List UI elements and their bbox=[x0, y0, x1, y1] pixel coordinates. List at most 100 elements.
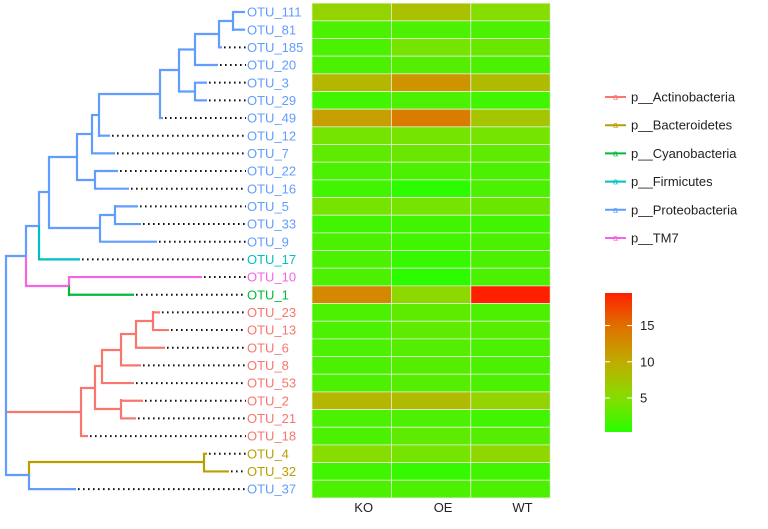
heatmap-cell bbox=[311, 126, 392, 145]
heatmap-cell bbox=[390, 267, 472, 287]
x-axis-labels: KO OE WT bbox=[354, 500, 532, 515]
legend-label: p__Cyanobacteria bbox=[631, 146, 737, 161]
heatmap-cell bbox=[470, 479, 551, 499]
legend-key-glyph: a bbox=[613, 233, 618, 243]
heatmap-cell bbox=[470, 73, 551, 92]
legend-label: p__Firmicutes bbox=[631, 174, 713, 189]
heatmap-cell bbox=[470, 267, 551, 287]
tip-label: OTU_9 bbox=[247, 234, 289, 249]
heatmap-cell bbox=[390, 356, 472, 375]
tip-label: OTU_16 bbox=[247, 181, 296, 196]
heatmap-cell bbox=[470, 409, 551, 428]
heatmap-cell bbox=[311, 462, 392, 481]
heatmap-cell bbox=[470, 320, 551, 340]
tip-label: OTU_111 bbox=[247, 5, 301, 20]
heatmap-cell bbox=[390, 108, 472, 128]
heatmap-cell bbox=[470, 197, 551, 216]
heatmap-cell bbox=[311, 285, 392, 304]
tip-label: OTU_33 bbox=[247, 217, 296, 232]
heatmap-cell bbox=[311, 73, 392, 92]
tip-label: OTU_185 bbox=[247, 40, 303, 55]
heatmap-cell bbox=[390, 444, 472, 463]
color-bar-legend: 5 10 15 bbox=[605, 293, 654, 432]
tip-label: OTU_10 bbox=[247, 270, 296, 285]
heatmap-cell bbox=[311, 55, 392, 75]
color-bar bbox=[605, 293, 632, 432]
legend-key-glyph: a bbox=[613, 177, 618, 187]
heatmap-cell bbox=[470, 444, 551, 463]
heatmap-cell bbox=[470, 250, 551, 269]
legend-item: a p__Firmicutes bbox=[605, 174, 713, 189]
heatmap-cell bbox=[470, 55, 551, 75]
heatmap-cell bbox=[390, 250, 472, 269]
tip-label: OTU_29 bbox=[247, 93, 296, 108]
color-bar-tick-label: 5 bbox=[640, 390, 647, 405]
x-axis-label: OE bbox=[434, 500, 453, 515]
tip-label: OTU_8 bbox=[247, 358, 289, 373]
heatmap-cell bbox=[311, 144, 392, 163]
heatmap-cell bbox=[311, 197, 392, 216]
tip-labels: OTU_111 OTU_81 OTU_185 OTU_20 OTU_3 OTU_29 OTU… bbox=[247, 5, 303, 497]
legend-key-glyph: a bbox=[613, 92, 618, 102]
heatmap-cell bbox=[390, 20, 472, 39]
heatmap-cell bbox=[311, 356, 392, 375]
heatmap-cell bbox=[390, 214, 472, 234]
heatmap-cell bbox=[470, 303, 551, 322]
tip-label: OTU_3 bbox=[247, 75, 289, 90]
tip-label: OTU_81 bbox=[247, 22, 296, 37]
tip-label: OTU_5 bbox=[247, 199, 289, 214]
heatmap-cell bbox=[311, 479, 392, 499]
heatmap-cell bbox=[470, 20, 551, 39]
heatmap-cell bbox=[470, 2, 551, 22]
heatmap-cell bbox=[390, 2, 472, 22]
heatmap-cell bbox=[311, 409, 392, 428]
heatmap-cell bbox=[390, 462, 472, 481]
heatmap-cell bbox=[311, 391, 392, 410]
heatmap-cell bbox=[470, 126, 551, 145]
heatmap-cell bbox=[470, 232, 551, 251]
heatmap-cell bbox=[470, 426, 551, 446]
heatmap-cell bbox=[390, 73, 472, 92]
heatmap-cell bbox=[311, 108, 392, 128]
tip-label: OTU_12 bbox=[247, 128, 296, 143]
color-bar-tick-label: 15 bbox=[640, 318, 654, 333]
heatmap-cell bbox=[311, 444, 392, 463]
heatmap-cell bbox=[311, 267, 392, 287]
heatmap-cell bbox=[390, 285, 472, 304]
x-axis-label: KO bbox=[354, 500, 373, 515]
heatmap-cell bbox=[390, 373, 472, 393]
x-axis-label: WT bbox=[512, 500, 532, 515]
heatmap-cell bbox=[390, 197, 472, 216]
heatmap-cell bbox=[470, 338, 551, 357]
heatmap-cell bbox=[311, 38, 392, 57]
heatmap-cell bbox=[390, 179, 472, 198]
heatmap-cell bbox=[470, 91, 551, 110]
heatmap-cell bbox=[311, 320, 392, 340]
heatmap-cell bbox=[470, 373, 551, 393]
heatmap-cell bbox=[311, 20, 392, 39]
heatmap-cell bbox=[390, 426, 472, 446]
heatmap-cell bbox=[470, 38, 551, 57]
tip-label: OTU_7 bbox=[247, 146, 289, 161]
legend-key-glyph: a bbox=[613, 148, 618, 158]
legend-item: a p__Bacteroidetes bbox=[605, 118, 733, 133]
heatmap-cell bbox=[390, 55, 472, 75]
heatmap-cell bbox=[311, 426, 392, 446]
heatmap-cell bbox=[470, 391, 551, 410]
heatmap-cell bbox=[311, 338, 392, 357]
tip-label: OTU_32 bbox=[247, 464, 296, 479]
tip-label: OTU_37 bbox=[247, 482, 296, 497]
heatmap-cell bbox=[470, 462, 551, 481]
heatmap-cell bbox=[390, 338, 472, 357]
legend-label: p__TM7 bbox=[631, 231, 679, 246]
heatmap-cell bbox=[311, 250, 392, 269]
tip-label: OTU_1 bbox=[247, 287, 289, 302]
heatmap-cell bbox=[390, 126, 472, 145]
phylogenetic-tree bbox=[4, 10, 246, 491]
heatmap-cell bbox=[311, 303, 392, 322]
heatmap-cell bbox=[470, 108, 551, 128]
tip-label: OTU_2 bbox=[247, 393, 289, 408]
heatmap-cell bbox=[311, 179, 392, 198]
